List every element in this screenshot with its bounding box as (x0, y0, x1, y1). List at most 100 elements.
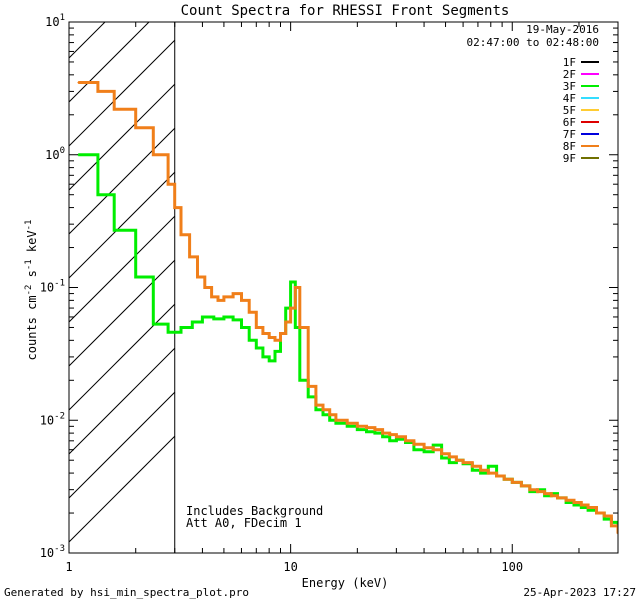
data-point-8F (580, 504, 583, 506)
data-point-3F (440, 457, 443, 459)
data-point-8F (210, 296, 213, 298)
data-point-8F (587, 506, 589, 509)
data-point-8F (315, 404, 317, 406)
data-point-8F (223, 296, 225, 298)
legend-label-4F: 4F (563, 92, 576, 105)
legend-label-9F: 9F (563, 152, 576, 165)
data-point-8F (448, 456, 451, 458)
time-range-label: 02:47:00 to 02:48:00 (467, 36, 599, 49)
data-point-8F (268, 336, 271, 339)
data-point-8F (388, 433, 391, 436)
y-tick-label: 10-3 (40, 544, 65, 560)
data-point-8F (495, 475, 498, 477)
data-point-8F (232, 292, 234, 295)
data-point-8F (284, 321, 287, 323)
data-point-3F (543, 494, 546, 497)
data-point-8F (603, 515, 605, 517)
data-point-3F (413, 448, 415, 451)
data-point-3F (268, 360, 271, 362)
data-point-8F (322, 408, 324, 411)
legend-label-5F: 5F (563, 104, 576, 117)
data-point-8F (180, 233, 182, 236)
y-tick-label: 10-1 (40, 279, 65, 295)
data-point-3F (180, 326, 182, 329)
x-tick-label: 1 (65, 560, 72, 574)
data-point-8F (167, 183, 169, 185)
data-point-8F (279, 332, 282, 335)
data-point-3F (573, 504, 575, 506)
data-point-8F (520, 485, 523, 487)
data-point-3F (299, 379, 301, 382)
data-point-8F (479, 469, 482, 472)
data-point-3F (395, 438, 398, 441)
data-point-3F (213, 318, 215, 320)
data-point-3F (479, 472, 482, 474)
x-tick-label: 10 (283, 560, 297, 574)
data-point-3F (274, 350, 276, 353)
data-point-8F (196, 276, 199, 278)
data-point-3F (113, 229, 115, 231)
data-point-3F (346, 425, 349, 428)
generated-by-label: Generated by hsi_min_spectra_plot.pro (4, 586, 249, 599)
data-point-8F (335, 419, 337, 422)
data-point-8F (262, 332, 264, 335)
data-point-8F (204, 286, 206, 289)
data-point-3F (152, 323, 155, 325)
data-point-8F (356, 425, 359, 428)
data-point-3F (289, 281, 292, 283)
data-point-3F (374, 432, 376, 434)
data-point-3F (191, 321, 194, 323)
chart-title: Count Spectra for RHESSI Front Segments (181, 3, 510, 19)
y-tick-label: 101 (45, 13, 65, 29)
data-point-3F (255, 347, 258, 349)
y-tick-label: 100 (45, 146, 65, 162)
data-point-8F (455, 459, 458, 462)
data-point-8F (536, 490, 539, 493)
series-points-3F (77, 154, 618, 527)
data-point-8F (294, 286, 297, 289)
data-point-3F (240, 326, 243, 329)
attenuator-note: Att A0, FDecim 1 (186, 516, 302, 530)
data-point-8F (556, 497, 559, 499)
data-point-3F (587, 509, 589, 512)
data-point-8F (134, 126, 137, 129)
legend-label-7F: 7F (563, 128, 576, 141)
data-point-8F (307, 385, 310, 388)
data-point-8F (404, 440, 407, 442)
data-point-3F (232, 319, 234, 321)
data-point-8F (432, 448, 435, 451)
data-point-3F (294, 326, 297, 329)
data-point-8F (255, 326, 258, 329)
data-point-8F (423, 447, 425, 449)
data-point-3F (223, 316, 225, 318)
series-line-3F (78, 153, 618, 526)
data-point-8F (77, 81, 79, 84)
data-point-8F (365, 426, 368, 429)
data-point-3F (315, 408, 317, 411)
data-point-3F (335, 422, 337, 425)
data-point-8F (413, 443, 415, 446)
data-point-3F (487, 465, 490, 468)
data-point-3F (328, 419, 331, 422)
x-tick-label: 100 (501, 560, 523, 574)
data-point-8F (462, 461, 464, 464)
data-point-3F (284, 307, 287, 309)
data-point-8F (152, 154, 155, 156)
data-point-8F (595, 512, 598, 514)
data-point-8F (471, 465, 474, 468)
data-point-8F (97, 90, 99, 93)
data-point-3F (322, 414, 324, 416)
legend-label-8F: 8F (563, 140, 576, 153)
legend-label-3F: 3F (563, 80, 576, 93)
data-point-3F (423, 450, 425, 453)
data-point-8F (173, 206, 176, 209)
data-point-8F (299, 326, 301, 329)
data-point-8F (328, 414, 331, 416)
background-note: Includes Background (186, 504, 323, 518)
data-point-8F (395, 436, 398, 438)
data-point-8F (274, 339, 276, 342)
legend-label-6F: 6F (563, 116, 576, 129)
data-point-3F (432, 444, 435, 446)
